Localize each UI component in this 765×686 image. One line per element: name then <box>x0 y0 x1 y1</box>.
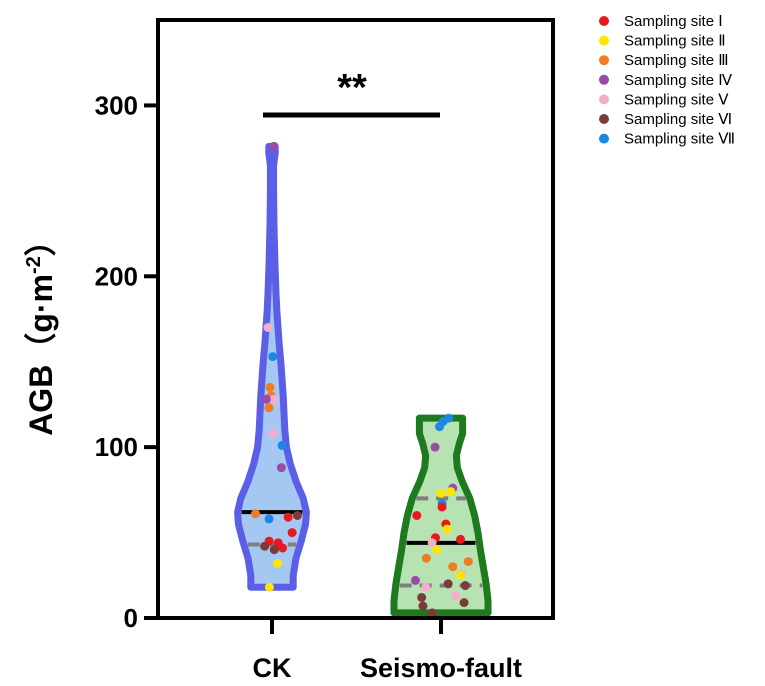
data-point <box>427 608 437 618</box>
plot-frame <box>156 18 555 634</box>
data-point <box>264 514 274 524</box>
legend-label: Sampling site Ⅴ <box>624 91 729 108</box>
legend: Sampling site Ⅰ Sampling site Ⅱ Sampling s… <box>599 13 735 148</box>
data-point <box>451 591 461 601</box>
data-point <box>460 581 470 591</box>
data-point <box>260 541 270 551</box>
y-tick-label: 0 <box>124 603 138 633</box>
y-tick-label: 200 <box>95 261 138 291</box>
legend-marker <box>599 94 609 105</box>
y-axis-title-close: ） <box>23 224 59 256</box>
data-point <box>283 512 293 522</box>
y-tick-label: 100 <box>95 432 138 462</box>
data-point <box>446 487 456 497</box>
data-point <box>421 553 431 563</box>
data-point <box>436 488 446 498</box>
data-point <box>418 601 428 611</box>
x-axis-categories: CK Seismo-fault <box>253 653 523 683</box>
legend-label: Sampling site Ⅳ <box>624 72 732 89</box>
data-point <box>417 592 427 602</box>
legend-label: Sampling site Ⅵ <box>624 111 732 128</box>
data-point <box>442 524 452 534</box>
data-point <box>269 545 279 555</box>
legend-marker <box>599 74 609 85</box>
data-point <box>448 562 458 572</box>
legend-marker <box>599 133 609 144</box>
legend-label: Sampling site Ⅲ <box>624 52 729 69</box>
y-axis-title-superscript: -2 <box>23 256 45 274</box>
data-point <box>456 570 466 580</box>
plot-border <box>156 18 555 620</box>
data-point <box>443 579 453 589</box>
data-point <box>278 543 288 553</box>
data-point <box>276 463 286 473</box>
significance-annotation: ** <box>263 67 440 118</box>
data-point <box>292 510 302 520</box>
data-point <box>421 582 431 592</box>
data-point <box>269 394 279 404</box>
data-point <box>250 509 260 519</box>
data-point <box>410 575 420 585</box>
data-point <box>437 502 447 512</box>
y-axis-ticks: 0 100 200 300 <box>95 90 158 633</box>
data-point <box>263 323 273 333</box>
data-point <box>463 557 473 567</box>
legend-marker <box>599 16 609 26</box>
x-category-label: Seismo-fault <box>360 653 522 683</box>
legend-marker <box>599 35 609 46</box>
data-point <box>264 403 274 413</box>
legend-label: Sampling site Ⅶ <box>624 131 735 148</box>
data-point <box>430 442 440 452</box>
y-axis-title-main: AGB（g·m <box>23 274 59 436</box>
data-point <box>459 598 469 608</box>
legend-label: Sampling site Ⅰ <box>624 13 723 30</box>
data-point <box>277 440 287 450</box>
data-point <box>427 538 437 548</box>
x-category-label: CK <box>253 653 292 683</box>
legend-label: Sampling site Ⅱ <box>624 33 726 50</box>
significance-label: ** <box>337 67 367 109</box>
data-point <box>268 352 278 362</box>
data-point <box>412 510 422 520</box>
svg-text:AGB（g·m-2）: AGB（g·m-2） <box>23 224 59 436</box>
data-point <box>287 528 297 538</box>
y-tick-label: 300 <box>95 90 138 120</box>
y-axis-title: AGB（g·m-2） <box>23 224 59 436</box>
data-point <box>456 534 466 544</box>
violin-body <box>390 414 492 617</box>
data-point <box>269 141 279 151</box>
data-point <box>268 428 278 438</box>
data-points <box>250 141 473 618</box>
data-point <box>265 382 275 392</box>
data-point <box>432 545 442 555</box>
data-point <box>435 422 445 432</box>
data-point <box>264 582 274 592</box>
violin-body <box>234 142 310 591</box>
legend-marker <box>599 55 609 66</box>
legend-marker <box>599 114 609 124</box>
data-point <box>273 558 283 568</box>
data-point <box>261 394 271 404</box>
